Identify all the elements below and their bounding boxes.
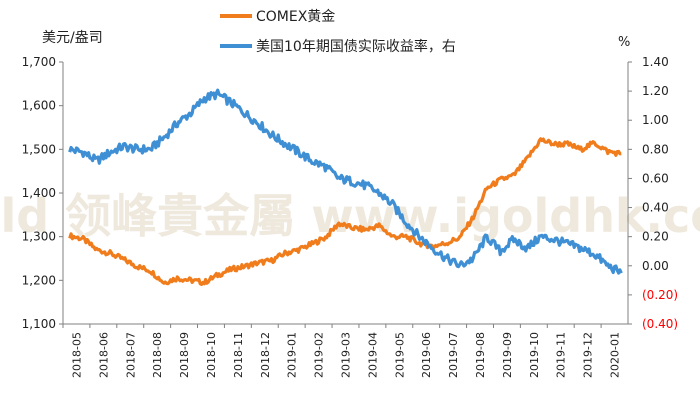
x-tick-label: 2019-03 bbox=[340, 332, 353, 378]
x-tick-label: 2019-09 bbox=[501, 332, 514, 378]
right-tick-label: (0.20) bbox=[642, 288, 678, 302]
left-axis-ticks: 1,100 1,200 1,300 1,400 1,500 1,600 1,700 bbox=[22, 55, 63, 331]
x-tick-label: 2019-12 bbox=[582, 332, 595, 378]
x-tick-label: 2019-08 bbox=[474, 332, 487, 378]
series-line-1 bbox=[68, 88, 623, 275]
left-tick-label: 1,300 bbox=[22, 230, 56, 244]
watermark: igold 领峰貴金屬 www.igoldhk.com bbox=[0, 189, 700, 243]
x-tick-label: 2019-06 bbox=[420, 332, 433, 378]
legend: COMEX黄金 美国10年期国债实际收益率，右 bbox=[220, 8, 456, 55]
left-tick-label: 1,400 bbox=[22, 186, 56, 200]
left-tick-label: 1,700 bbox=[22, 55, 56, 69]
right-tick-label: (0.40) bbox=[642, 317, 678, 331]
x-tick-label: 2018-08 bbox=[151, 332, 164, 378]
right-tick-label: 0.00 bbox=[642, 259, 669, 273]
left-axis-unit: 美元/盎司 bbox=[42, 30, 103, 46]
x-tick-label: 2018-07 bbox=[124, 332, 137, 378]
right-tick-label: 0.20 bbox=[642, 230, 669, 244]
x-tick-label: 2020-01 bbox=[609, 332, 622, 378]
x-tick-label: 2018-09 bbox=[178, 332, 191, 378]
left-tick-label: 1,200 bbox=[22, 273, 56, 287]
x-tick-label: 2019-07 bbox=[447, 332, 460, 378]
x-tick-label: 2019-11 bbox=[555, 332, 568, 378]
legend-label-gold: COMEX黄金 bbox=[256, 8, 335, 25]
x-tick-label: 2018-10 bbox=[205, 332, 218, 378]
right-axis-unit: % bbox=[618, 35, 630, 50]
right-tick-label: 1.20 bbox=[642, 84, 669, 98]
x-tick-label: 2018-05 bbox=[70, 332, 83, 378]
series-layer bbox=[68, 88, 623, 286]
x-tick-label: 2019-05 bbox=[393, 332, 406, 378]
x-tick-label: 2018-06 bbox=[97, 332, 110, 378]
left-tick-label: 1,600 bbox=[22, 99, 56, 113]
left-tick-label: 1,500 bbox=[22, 142, 56, 156]
series-line-0 bbox=[68, 137, 622, 286]
x-axis-ticks: 2018-05 2018-06 2018-07 2018-08 2018-09 2018-… bbox=[62, 324, 622, 378]
x-tick-label: 2019-01 bbox=[286, 332, 299, 378]
x-tick-label: 2018-12 bbox=[259, 332, 272, 378]
x-tick-label: 2019-10 bbox=[528, 332, 541, 378]
right-tick-label: 1.40 bbox=[642, 55, 669, 69]
right-tick-label: 0.80 bbox=[642, 142, 669, 156]
x-tick-label: 2019-04 bbox=[366, 332, 379, 378]
right-axis-ticks: (0.40) (0.20) 0.00 0.20 0.40 0.60 0.80 1.00 1.20… bbox=[628, 55, 678, 331]
legend-label-yield: 美国10年期国债实际收益率，右 bbox=[256, 38, 456, 55]
right-tick-label: 1.00 bbox=[642, 113, 669, 127]
right-tick-label: 0.60 bbox=[642, 171, 669, 185]
left-tick-label: 1,100 bbox=[22, 317, 56, 331]
x-tick-label: 2018-11 bbox=[232, 332, 245, 378]
right-tick-label: 0.40 bbox=[642, 201, 669, 215]
x-tick-label: 2019-02 bbox=[313, 332, 326, 378]
